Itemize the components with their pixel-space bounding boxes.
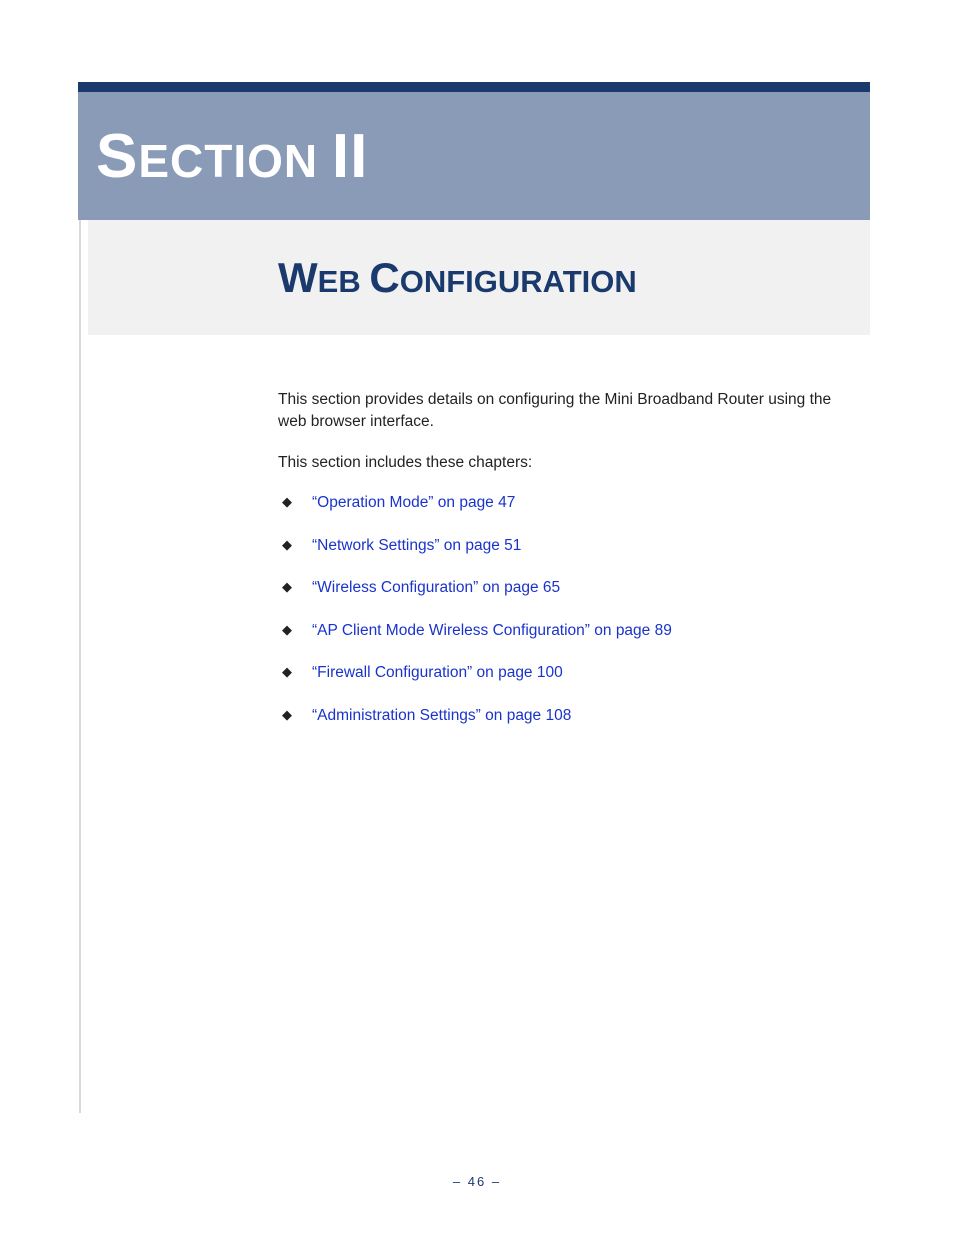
list-item[interactable]: “Network Settings” on page 51 — [278, 535, 858, 557]
chapter-link: “Operation Mode” on page 47 — [312, 494, 515, 511]
chapter-list: “Operation Mode” on page 47 “Network Set… — [278, 492, 858, 727]
subtitle-big2: C — [369, 254, 399, 301]
chapter-link: “Firewall Configuration” on page 100 — [312, 664, 563, 681]
section-title: SECTION II — [96, 121, 368, 192]
chapter-link: “AP Client Mode Wireless Configuration” … — [312, 622, 672, 639]
subtitle-big1: W — [278, 254, 318, 301]
section-title-rest1: ECTION — [138, 135, 318, 187]
subtitle: WEB CONFIGURATION — [278, 254, 637, 302]
page-number: – 46 – — [0, 1174, 954, 1189]
chapter-link: “Wireless Configuration” on page 65 — [312, 579, 560, 596]
subtitle-rest2: ONFIGURATION — [400, 264, 637, 299]
chapter-link: “Administration Settings” on page 108 — [312, 707, 571, 724]
subtitle-band: WEB CONFIGURATION — [88, 220, 870, 335]
chapter-link: “Network Settings” on page 51 — [312, 537, 521, 554]
intro-paragraph-2: This section includes these chapters: — [278, 452, 858, 474]
intro-paragraph-1: This section provides details on configu… — [278, 389, 858, 434]
list-item[interactable]: “Wireless Configuration” on page 65 — [278, 577, 858, 599]
list-item[interactable]: “AP Client Mode Wireless Configuration” … — [278, 620, 858, 642]
left-rule — [79, 220, 81, 1113]
section-title-big1: S — [96, 122, 138, 191]
section-banner: SECTION II — [78, 92, 870, 220]
top-bar — [78, 82, 870, 92]
section-title-big2: II — [332, 122, 368, 191]
list-item[interactable]: “Administration Settings” on page 108 — [278, 705, 858, 727]
body-text: This section provides details on configu… — [278, 389, 858, 747]
list-item[interactable]: “Operation Mode” on page 47 — [278, 492, 858, 514]
section-title-space — [318, 135, 332, 187]
list-item[interactable]: “Firewall Configuration” on page 100 — [278, 662, 858, 684]
subtitle-rest1: EB — [318, 264, 361, 299]
